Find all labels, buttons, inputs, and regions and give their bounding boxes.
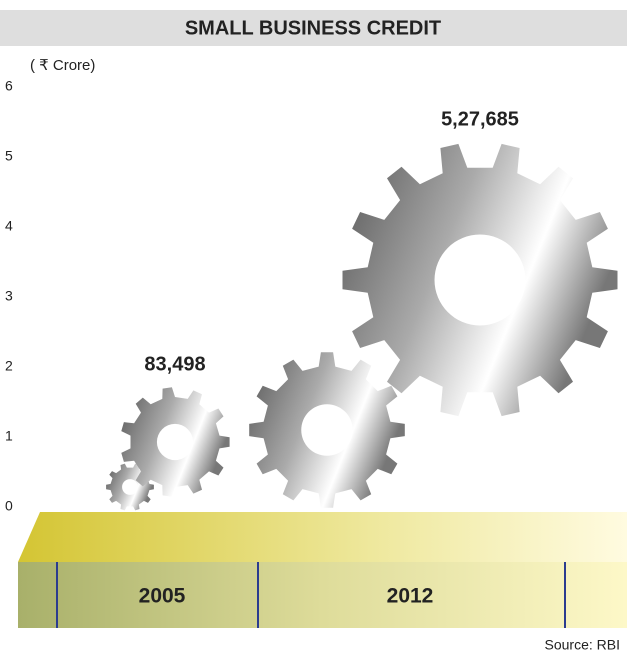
x-tick-label: 2012	[387, 585, 434, 608]
decorative-gear	[249, 352, 405, 508]
y-tick-label: 1	[5, 428, 13, 444]
y-tick-label: 0	[5, 498, 13, 514]
source: Source: RBI	[545, 637, 620, 653]
value-label: 83,498	[144, 353, 205, 375]
value-label: 5,27,685	[441, 108, 519, 130]
platform-front	[18, 562, 627, 628]
gear	[121, 387, 230, 497]
y-tick-label: 5	[5, 148, 13, 164]
y-tick-label: 4	[5, 218, 13, 234]
y-tick-label: 3	[5, 288, 13, 304]
y-tick-label: 2	[5, 358, 13, 374]
y-tick-label: 6	[5, 78, 13, 94]
chart-title: SMALL BUSINESS CREDIT	[185, 17, 441, 39]
platform-top	[18, 512, 627, 562]
y-axis-label: ( ₹ Crore)	[30, 57, 95, 74]
title-bar	[0, 10, 627, 46]
x-tick-label: 2005	[139, 585, 186, 608]
gear	[342, 143, 618, 417]
